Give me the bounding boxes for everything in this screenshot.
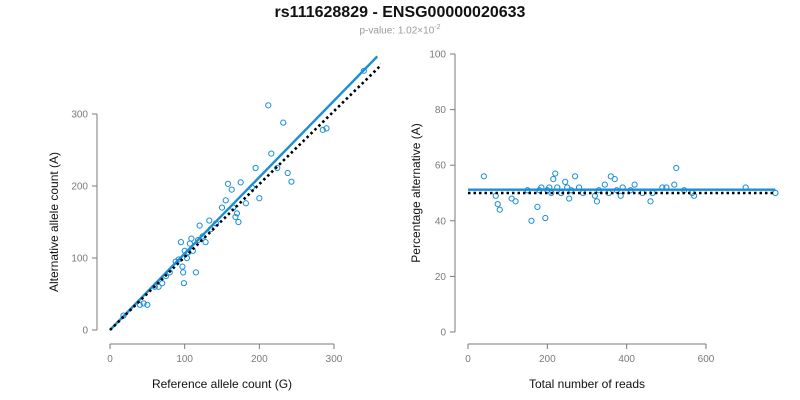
data-point: [202, 239, 209, 246]
data-point: [494, 201, 501, 208]
data-point: [512, 198, 519, 205]
data-point: [183, 254, 191, 262]
x-axis-title: Reference allele count (G): [152, 377, 292, 391]
x-tick-label: 0: [107, 354, 113, 365]
data-point: [562, 178, 569, 185]
data-point: [550, 176, 557, 183]
y-tick-label: 60: [435, 161, 447, 172]
x-tick-label: 200: [251, 354, 268, 365]
data-point: [235, 218, 242, 226]
data-point: [280, 119, 287, 126]
data-point: [274, 164, 281, 172]
data-point: [222, 197, 229, 204]
y-tick-label: 200: [71, 182, 88, 193]
x-tick-label: 0: [465, 354, 471, 365]
data-point: [265, 102, 272, 109]
data-point: [360, 67, 367, 74]
y-tick-label: 0: [82, 326, 88, 337]
data-point: [237, 179, 244, 186]
data-point: [572, 173, 579, 180]
data-point: [671, 181, 678, 188]
data-point: [534, 203, 541, 210]
data-point: [319, 126, 326, 133]
data-point: [601, 181, 608, 188]
data-point: [323, 125, 330, 132]
x-tick-label: 200: [539, 354, 556, 365]
data-point: [631, 181, 638, 188]
data-points: [480, 164, 779, 224]
data-point: [188, 235, 195, 242]
y-tick-label: 40: [435, 216, 447, 227]
data-point: [180, 269, 187, 276]
data-point: [192, 269, 199, 276]
data-point: [179, 263, 186, 270]
data-point: [232, 213, 239, 221]
data-point: [772, 189, 779, 197]
data-point: [218, 204, 226, 211]
x-tick-label: 300: [326, 354, 343, 365]
data-point: [233, 210, 241, 217]
y-tick-label: 100: [429, 50, 446, 61]
expected-line: [109, 63, 381, 331]
data-point: [593, 198, 601, 205]
data-point: [196, 222, 203, 229]
y-tick-label: 100: [71, 254, 88, 265]
data-point: [480, 173, 487, 180]
data-point: [673, 164, 680, 172]
data-point: [140, 300, 147, 307]
data-point: [391, 54, 396, 59]
data-point: [528, 217, 535, 224]
y-tick-label: 300: [71, 110, 88, 121]
data-point: [206, 217, 213, 224]
x-axis-title: Total number of reads: [529, 377, 645, 391]
data-point: [496, 206, 503, 213]
data-point: [177, 239, 185, 246]
x-tick-label: 100: [176, 354, 193, 365]
scatter-panel-1: 0 100 200 300 0 100 200 300 Reference allele cou…: [47, 54, 396, 391]
x-tick-label: 600: [698, 354, 715, 365]
data-point: [617, 192, 624, 199]
data-point: [256, 195, 263, 202]
data-point: [180, 280, 188, 287]
data-point: [284, 169, 291, 177]
data-point: [224, 180, 232, 187]
data-point: [647, 198, 654, 205]
data-point: [611, 176, 618, 183]
data-point: [288, 178, 295, 185]
data-point: [542, 214, 549, 222]
y-axis-title: Percentage alternative (A): [409, 123, 423, 262]
y-axis-title: Alternative allele count (A): [47, 152, 61, 292]
data-point: [228, 186, 235, 193]
p-value-exponent: -2: [434, 24, 441, 31]
data-point: [242, 200, 249, 207]
x-tick-label: 400: [618, 354, 635, 365]
data-point: [252, 164, 259, 172]
data-point: [566, 195, 573, 202]
chart-title: rs111628829 - ENSG00000020633: [274, 4, 526, 21]
scatter-panel-2: 0 200 400 600 0 20 40 60 80 100 Total number of re…: [409, 50, 779, 391]
p-value-text: p-value: 1.02×10: [359, 25, 435, 37]
data-points: [120, 54, 396, 319]
data-point: [552, 170, 559, 177]
y-tick-label: 80: [435, 105, 447, 116]
y-tick-label: 0: [440, 328, 446, 339]
regression-line: [109, 55, 379, 331]
chart-subtitle: p-value: 1.02×10-2: [0, 24, 800, 36]
data-point: [268, 150, 275, 157]
data-point: [159, 280, 166, 287]
data-point: [144, 301, 151, 308]
y-tick-label: 20: [435, 272, 447, 283]
